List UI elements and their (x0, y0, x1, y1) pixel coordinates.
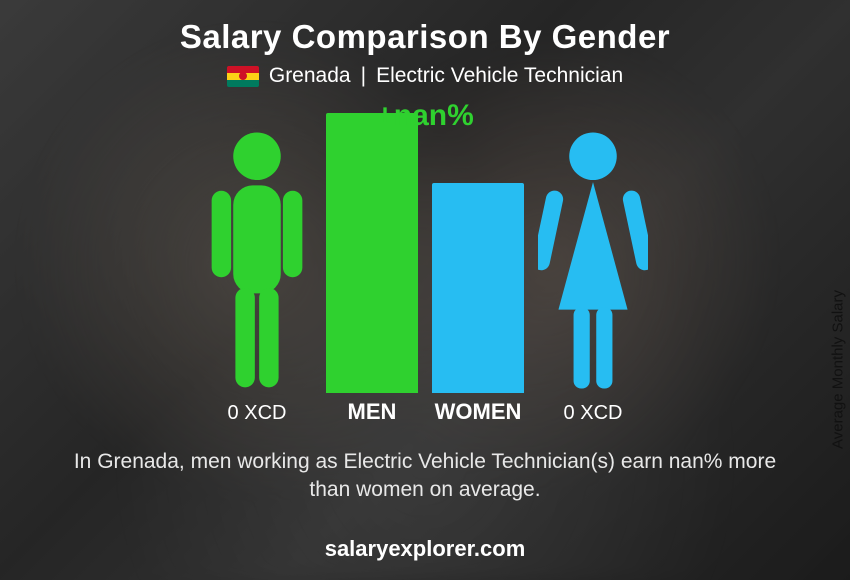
female-value-label: 0 XCD (564, 402, 623, 425)
female-bar (432, 183, 524, 393)
content-layer: Salary Comparison By Gender Grenada | El… (0, 0, 850, 580)
male-bar-column: MEN (326, 113, 418, 425)
country-label: Grenada (269, 64, 351, 88)
male-value-label: 0 XCD (228, 402, 287, 425)
male-icon-column: 0 XCD (202, 126, 312, 425)
female-person-icon (538, 126, 648, 396)
subtitle-row: Grenada | Electric Vehicle Technician (0, 64, 850, 88)
infographic-root: Salary Comparison By Gender Grenada | El… (0, 0, 850, 580)
summary-text: In Grenada, men working as Electric Vehi… (60, 448, 790, 505)
male-person-icon (202, 126, 312, 396)
separator: | (361, 64, 366, 88)
female-bar-column: WOMEN (432, 183, 524, 425)
page-title: Salary Comparison By Gender (0, 0, 850, 56)
female-icon-column: 0 XCD (538, 126, 648, 425)
job-title-label: Electric Vehicle Technician (376, 64, 623, 88)
chart-area: +nan% 0 XCD MEN (0, 105, 850, 425)
female-bar-label: WOMEN (435, 399, 522, 425)
y-axis-label: Average Monthly Salary (830, 290, 847, 449)
male-bar-label: MEN (348, 399, 397, 425)
grenada-flag-icon (227, 66, 259, 87)
percent-difference-label: +nan% (376, 99, 474, 133)
male-bar (326, 113, 418, 393)
site-attribution: salaryexplorer.com (0, 536, 850, 562)
